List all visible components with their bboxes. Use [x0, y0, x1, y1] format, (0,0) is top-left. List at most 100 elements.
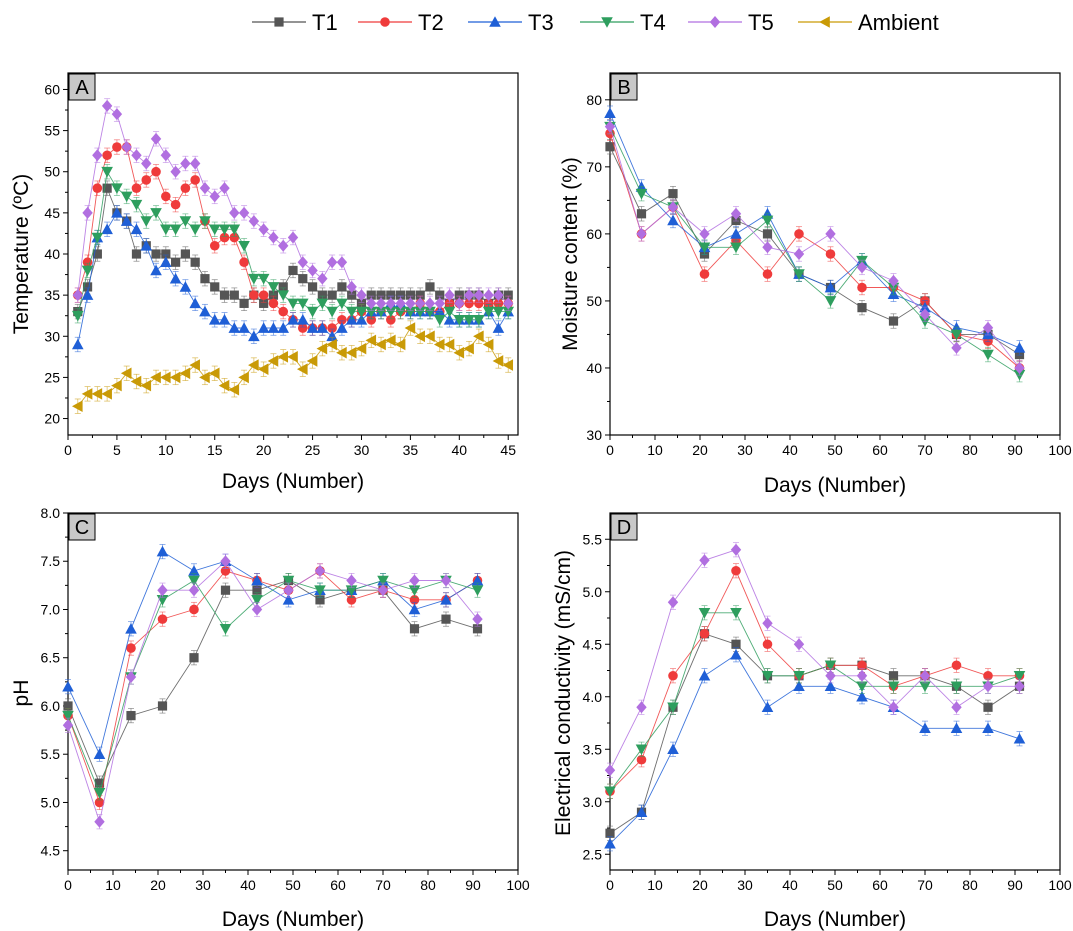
y-tick-label: 35: [44, 287, 60, 303]
data-point: [220, 555, 231, 568]
x-tick-label: 0: [64, 442, 72, 458]
data-point: [179, 281, 192, 292]
y-tick-label: 80: [586, 92, 602, 108]
data-point: [825, 669, 836, 682]
data-point: [951, 660, 962, 671]
data-point: [199, 216, 211, 227]
data-point: [228, 224, 241, 236]
data-point: [257, 322, 270, 333]
data-point: [169, 272, 182, 284]
x-tick-label: 30: [737, 442, 753, 458]
data-point: [314, 564, 326, 577]
data-point: [761, 701, 774, 713]
data-point: [120, 191, 133, 203]
y-tick-label: 3.0: [583, 794, 603, 810]
panel-letter: D: [617, 517, 631, 539]
x-tick-label: 100: [1048, 442, 1072, 458]
data-point: [287, 314, 299, 325]
data-point: [62, 680, 74, 692]
data-point: [433, 305, 446, 317]
y-axis-label: Moisture content (%): [559, 157, 582, 351]
data-point: [248, 273, 260, 285]
data-point: [71, 338, 84, 350]
x-tick-label: 30: [737, 877, 753, 893]
data-point: [493, 298, 504, 309]
data-point: [472, 613, 483, 626]
y-tick-label: 4.0: [583, 689, 603, 705]
data-point: [375, 297, 387, 310]
data-point: [950, 329, 963, 341]
data-point: [463, 315, 475, 326]
data-point: [199, 371, 210, 384]
data-point: [82, 206, 93, 219]
data-point: [793, 248, 805, 260]
x-axis-label: Days (Number): [222, 908, 364, 931]
data-point: [888, 701, 899, 714]
series-t5: [62, 553, 483, 830]
data-point: [307, 264, 318, 277]
data-point: [982, 722, 994, 734]
data-point: [502, 359, 514, 371]
data-point: [366, 297, 377, 310]
data-point: [982, 321, 994, 334]
panel-a: 0 5 10 15 20 25 30 35 40 45 20 25 30 35 40 45 50 55 60 Days…: [10, 72, 519, 493]
x-tick-label: 40: [782, 877, 798, 893]
data-point: [356, 298, 367, 308]
data-point: [257, 363, 269, 375]
data-point: [170, 165, 181, 178]
data-point: [604, 120, 616, 133]
data-point: [1013, 732, 1026, 744]
legend-marker: [709, 16, 721, 28]
data-point: [156, 545, 169, 557]
data-point: [189, 297, 201, 309]
data-point: [503, 297, 514, 310]
data-point: [347, 290, 357, 300]
series-line: [609, 126, 1020, 369]
data-point: [345, 346, 357, 359]
data-point: [219, 290, 230, 300]
series-t5: [604, 118, 1025, 376]
data-point: [288, 265, 298, 276]
legend-marker: [819, 16, 830, 28]
data-point: [698, 242, 711, 254]
data-point: [604, 764, 616, 777]
x-tick-label: 20: [692, 877, 708, 893]
data-point: [94, 815, 105, 828]
y-tick-label: 5.5: [41, 746, 61, 762]
legend-entry-ambient: Ambient: [798, 10, 939, 35]
data-point: [365, 334, 377, 347]
data-point: [424, 306, 436, 318]
data-point: [326, 306, 338, 318]
data-point: [228, 322, 241, 333]
data-point: [112, 142, 122, 152]
data-point: [453, 346, 465, 359]
data-point: [317, 290, 327, 300]
data-point: [336, 298, 348, 310]
data-point: [169, 371, 181, 384]
data-point: [404, 306, 417, 318]
data-point: [355, 342, 367, 355]
data-point: [793, 670, 805, 682]
series-t3: [604, 105, 1026, 356]
y-tick-label: 40: [586, 360, 602, 376]
data-point: [404, 322, 416, 334]
data-point: [277, 290, 290, 301]
y-tick-label: 5.0: [583, 584, 603, 600]
plot-frame: [609, 512, 1061, 871]
data-point: [699, 227, 710, 240]
series-t5: [72, 98, 514, 312]
data-point: [667, 743, 679, 755]
series-line: [67, 560, 478, 824]
data-point: [385, 334, 396, 347]
data-point: [306, 306, 319, 318]
data-point: [492, 355, 504, 367]
data-point: [268, 298, 279, 309]
panel-letter: B: [617, 77, 630, 99]
data-point: [296, 298, 309, 310]
data-point: [248, 215, 260, 228]
data-point: [161, 249, 171, 259]
legend-entry-t3: T3: [468, 10, 554, 35]
data-point: [793, 638, 805, 651]
series-t3: [604, 647, 1026, 852]
data-point: [346, 574, 357, 587]
